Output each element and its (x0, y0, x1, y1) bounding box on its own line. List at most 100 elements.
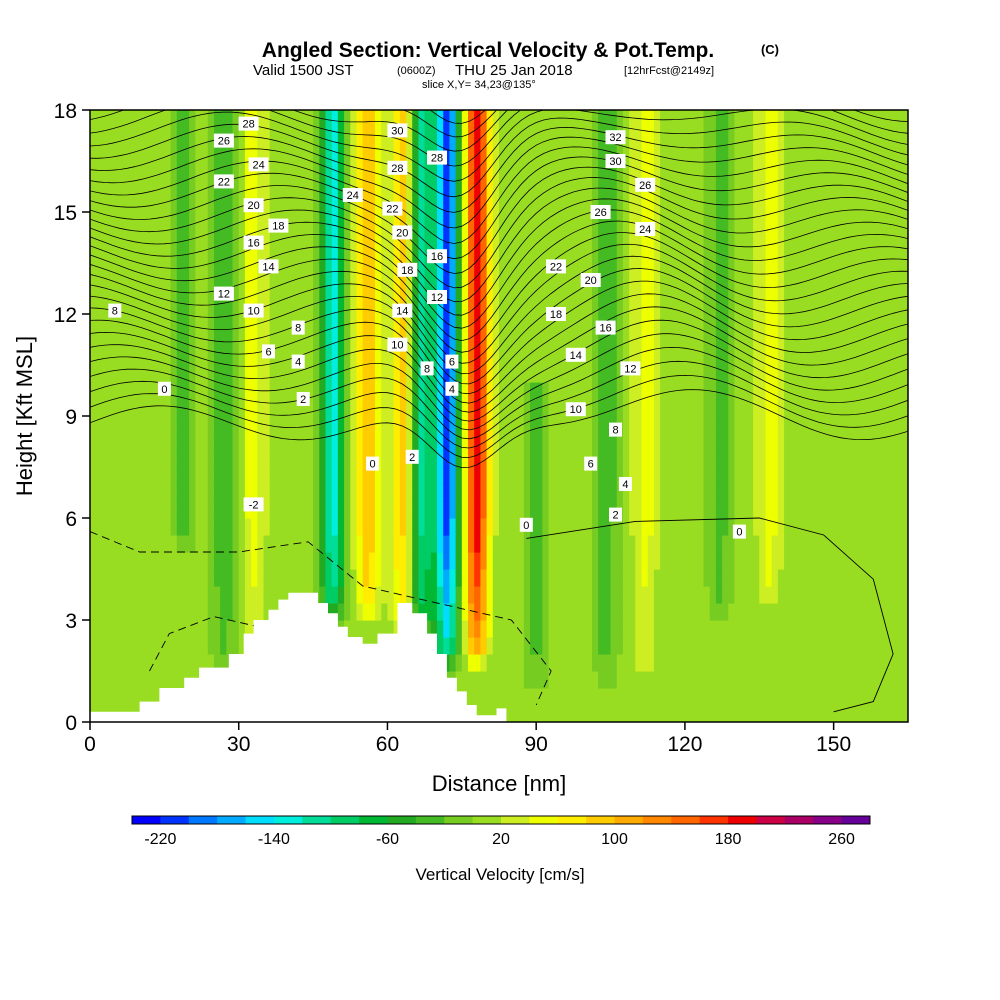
velocity-cell (858, 212, 866, 230)
velocity-cell (375, 195, 382, 213)
velocity-cell (796, 569, 804, 587)
velocity-cell (585, 161, 593, 179)
velocity-cell (560, 450, 568, 468)
velocity-cell (517, 195, 525, 213)
x-tick-label: 120 (667, 733, 702, 756)
velocity-cell (499, 331, 506, 349)
velocity-cell (517, 229, 525, 247)
velocity-cell (300, 229, 308, 247)
velocity-cell (759, 637, 767, 655)
velocity-cell (263, 484, 271, 502)
velocity-cell (294, 246, 302, 264)
velocity-cell (337, 127, 345, 145)
velocity-cell (412, 331, 420, 349)
velocity-cell (275, 399, 283, 417)
velocity-cell (895, 229, 903, 247)
velocity-cell (560, 467, 568, 485)
velocity-cell (728, 144, 736, 162)
velocity-cell (629, 246, 636, 264)
velocity-cell (709, 144, 717, 162)
velocity-cell (901, 110, 908, 128)
velocity-cell (523, 450, 531, 468)
velocity-cell (672, 688, 680, 706)
velocity-cell (771, 161, 779, 179)
velocity-cell (437, 552, 444, 570)
velocity-cell (127, 603, 134, 621)
velocity-cell (505, 212, 512, 230)
velocity-cell (666, 280, 674, 298)
velocity-cell (765, 518, 773, 536)
velocity-cell (486, 450, 494, 468)
velocity-cell (554, 688, 562, 706)
velocity-cell (102, 365, 110, 383)
velocity-cell (542, 705, 550, 722)
velocity-cell (257, 518, 265, 536)
velocity-cell (560, 280, 568, 298)
velocity-cell (753, 331, 760, 349)
velocity-cell (90, 314, 97, 332)
velocity-cell (771, 467, 779, 485)
velocity-cell (567, 501, 574, 519)
velocity-cell (629, 569, 636, 587)
velocity-cell (846, 161, 853, 179)
colorbar-swatch (387, 816, 417, 824)
velocity-cell (176, 229, 184, 247)
velocity-cell (406, 144, 413, 162)
velocity-cell (356, 178, 364, 196)
isotherm-label: 28 (427, 150, 447, 165)
velocity-cell (108, 688, 116, 706)
velocity-cell (877, 654, 884, 672)
velocity-cell (337, 144, 345, 162)
velocity-cell (901, 535, 908, 553)
isotherm-line (90, 0, 908, 31)
velocity-cell (108, 365, 116, 383)
isotherm-label: 14 (565, 347, 586, 362)
velocity-cell (499, 246, 506, 264)
velocity-cell (678, 229, 686, 247)
velocity-cell (846, 280, 853, 298)
velocity-cell (765, 127, 773, 145)
velocity-cell (864, 552, 872, 570)
velocity-cell (846, 637, 853, 655)
velocity-cell (232, 127, 240, 145)
velocity-cell (443, 637, 451, 655)
velocity-cell (765, 229, 773, 247)
velocity-cell (821, 195, 829, 213)
velocity-cell (145, 450, 153, 468)
velocity-cell (244, 348, 252, 366)
velocity-cell (604, 450, 612, 468)
velocity-cell (598, 280, 605, 298)
velocity-cell (511, 501, 519, 519)
velocity-cell (548, 620, 556, 638)
velocity-cell (585, 416, 593, 434)
velocity-cell (505, 603, 512, 621)
velocity-cell (895, 467, 903, 485)
colorbar-swatch (841, 816, 871, 824)
velocity-cell (164, 263, 172, 281)
velocity-cell (337, 331, 345, 349)
velocity-cell (344, 586, 351, 604)
velocity-cell (399, 212, 407, 230)
velocity-cell (399, 348, 407, 366)
velocity-cell (883, 433, 891, 451)
velocity-cell (257, 127, 265, 145)
velocity-cell (362, 535, 370, 553)
velocity-cell (499, 688, 506, 706)
velocity-cell (412, 314, 420, 332)
colorbar-swatch (188, 816, 218, 824)
velocity-cell (573, 705, 581, 722)
velocity-cell (151, 620, 159, 638)
velocity-cell (201, 654, 209, 672)
velocity-cell (641, 280, 649, 298)
velocity-cell (238, 382, 246, 400)
velocity-cell (722, 620, 729, 638)
isotherm-label: -2 (243, 497, 264, 512)
velocity-cell (666, 637, 674, 655)
velocity-cell (591, 178, 599, 196)
velocity-cell (294, 552, 302, 570)
velocity-cell (548, 569, 556, 587)
velocity-cell (585, 229, 593, 247)
velocity-cell (275, 569, 283, 587)
velocity-cell (393, 382, 401, 400)
velocity-cell (362, 110, 370, 128)
